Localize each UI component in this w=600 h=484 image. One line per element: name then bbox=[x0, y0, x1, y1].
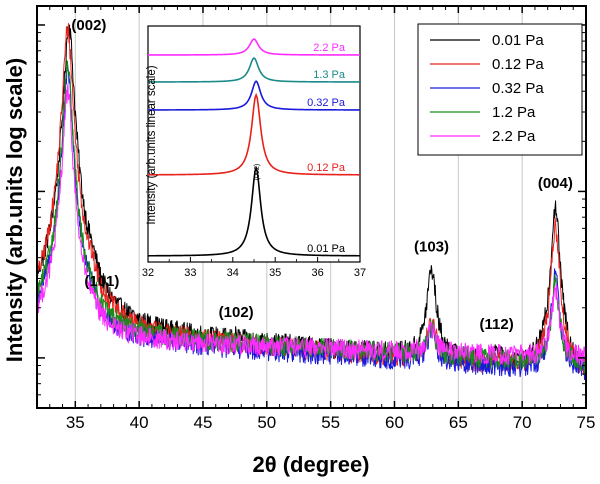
legend-label: 0.32 Pa bbox=[492, 80, 544, 97]
inset-x-tick-label: 37 bbox=[354, 267, 366, 279]
y-axis-label: Intensity (arb.units log scale) bbox=[2, 58, 27, 362]
legend-label: 2.2 Pa bbox=[492, 128, 536, 145]
peak-label: (103) bbox=[414, 238, 449, 255]
main-axis-ticks: 35 40 45 50 55 60 65 70 75 bbox=[49, 6, 596, 432]
inset-axis-ticks: 32 33 34 35 36 37 bbox=[142, 257, 366, 279]
inset-series-label: 0.12 Pa bbox=[307, 162, 346, 174]
peak-label: (002) bbox=[71, 17, 106, 34]
inset-y-axis-label: Intensity (arb.units linear scale) bbox=[146, 65, 158, 224]
legend-label: 0.01 Pa bbox=[492, 32, 544, 49]
x-tick-label: 70 bbox=[513, 413, 532, 432]
legend-label: 0.12 Pa bbox=[492, 56, 544, 73]
x-tick-label: 50 bbox=[257, 413, 276, 432]
inset-series-line bbox=[148, 92, 361, 176]
x-tick-label: 75 bbox=[577, 413, 596, 432]
inset-series-group: 2.2 Pa 1.3 Pa 0.32 Pa 0.12 Pa 0.01 Pa (002) bbox=[147, 38, 361, 257]
legend-label: 1.2 Pa bbox=[492, 104, 536, 121]
main-series-group bbox=[36, 22, 587, 381]
inset-series-label: 1.3 Pa bbox=[313, 69, 346, 81]
main-y-log-ticks bbox=[37, 24, 586, 396]
peak-label: (004) bbox=[538, 175, 573, 192]
inset-series-line bbox=[148, 38, 360, 56]
x-tick-label: 40 bbox=[130, 413, 149, 432]
inset-series-label: 0.32 Pa bbox=[307, 97, 346, 109]
peak-label: (102) bbox=[219, 304, 254, 321]
inset-x-tick-label: 35 bbox=[269, 267, 281, 279]
inset-x-tick-label: 36 bbox=[311, 267, 323, 279]
legend-box bbox=[417, 23, 583, 156]
peak-label: (112) bbox=[480, 316, 514, 333]
inset-series-label: 0.01 Pa bbox=[307, 243, 346, 255]
inset-series-line bbox=[147, 80, 360, 111]
inset-x-tick-label: 33 bbox=[184, 267, 196, 279]
x-tick-label: 35 bbox=[66, 413, 85, 432]
inset-series-line bbox=[147, 56, 361, 83]
x-axis-label: 2θ (degree) bbox=[252, 452, 369, 477]
x-tick-label: 65 bbox=[449, 413, 468, 432]
main-plot-frame bbox=[36, 5, 587, 409]
inset-x-tick-label: 34 bbox=[227, 267, 239, 279]
x-tick-label: 60 bbox=[385, 413, 404, 432]
inset-x-tick-label: 32 bbox=[142, 267, 154, 279]
series-line bbox=[36, 83, 587, 367]
x-tick-label: 45 bbox=[194, 413, 213, 432]
legend: 0.01 Pa 0.12 Pa 0.32 Pa 1.2 Pa 2.2 Pa bbox=[417, 23, 583, 156]
inset-frame bbox=[147, 25, 361, 263]
inset-series-line bbox=[148, 165, 360, 257]
inset-peak-label: (002) bbox=[254, 164, 261, 180]
peak-annotations: (002) (101) (102) (103) (112) (004) bbox=[71, 17, 572, 333]
peak-label: (101) bbox=[84, 273, 119, 290]
x-tick-label: 55 bbox=[321, 413, 340, 432]
inset-plot: 2.2 Pa 1.3 Pa 0.32 Pa 0.12 Pa 0.01 Pa (002) 3… bbox=[142, 25, 366, 279]
inset-series-label: 2.2 Pa bbox=[313, 42, 346, 54]
